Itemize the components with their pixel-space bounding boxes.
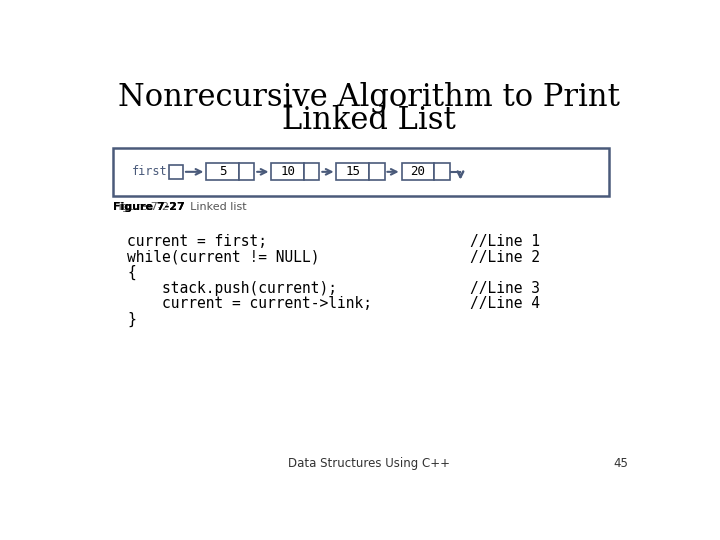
- Bar: [304, 164, 320, 180]
- Text: first: first: [132, 165, 168, 178]
- Bar: [239, 164, 254, 180]
- Bar: [271, 164, 304, 180]
- Text: 45: 45: [613, 457, 629, 470]
- Bar: [369, 164, 384, 180]
- Text: Figure 7-27    Linked list: Figure 7-27 Linked list: [113, 202, 247, 212]
- Text: 10: 10: [280, 165, 295, 178]
- Text: }: }: [127, 311, 136, 327]
- Text: stack.push(current);: stack.push(current);: [127, 281, 337, 295]
- Text: 15: 15: [345, 165, 360, 178]
- Text: Linked List: Linked List: [282, 105, 456, 136]
- Text: Data Structures Using C++: Data Structures Using C++: [288, 457, 450, 470]
- Text: //Line 4: //Line 4: [469, 296, 540, 311]
- Text: Nonrecursive Algorithm to Print: Nonrecursive Algorithm to Print: [118, 82, 620, 113]
- Text: {: {: [127, 265, 136, 280]
- Text: current = current->link;: current = current->link;: [127, 296, 372, 311]
- Bar: [402, 164, 434, 180]
- Text: //Line 1: //Line 1: [469, 234, 540, 249]
- Text: while(current != NULL): while(current != NULL): [127, 250, 320, 265]
- Text: 5: 5: [219, 165, 226, 178]
- Text: Figure 7-27: Figure 7-27: [113, 202, 185, 212]
- Text: current = first;: current = first;: [127, 234, 267, 249]
- Text: //Line 2: //Line 2: [469, 250, 540, 265]
- Text: //Line 3: //Line 3: [469, 281, 540, 295]
- Text: 20: 20: [410, 165, 426, 178]
- Bar: [336, 164, 369, 180]
- Bar: [169, 165, 183, 179]
- Bar: [434, 164, 449, 180]
- Bar: [206, 164, 239, 180]
- Text: Figure 7-27: Figure 7-27: [113, 202, 185, 212]
- Bar: [113, 148, 609, 195]
